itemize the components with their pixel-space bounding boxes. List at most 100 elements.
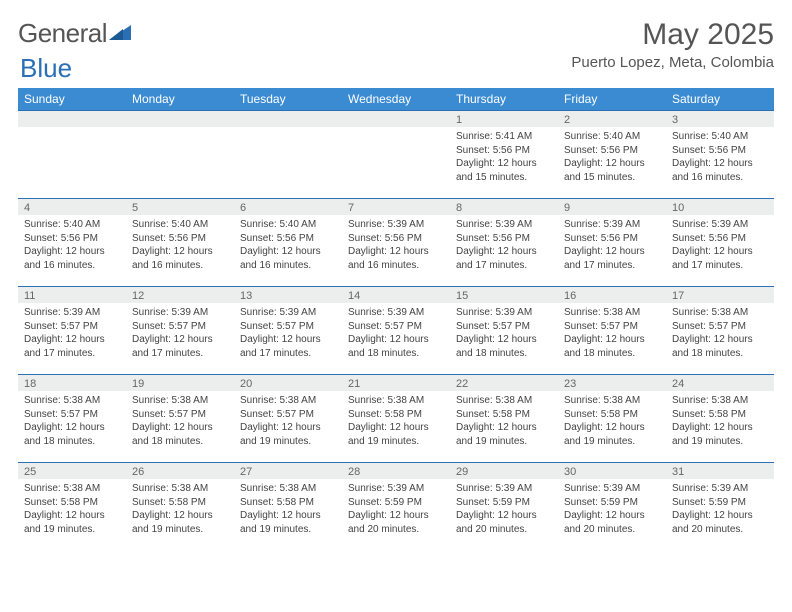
day-details: Sunrise: 5:38 AMSunset: 5:57 PMDaylight:… [18, 391, 126, 452]
day-number: 24 [666, 375, 774, 391]
calendar-cell: 4Sunrise: 5:40 AMSunset: 5:56 PMDaylight… [18, 199, 126, 287]
sunset-text: Sunset: 5:56 PM [456, 232, 552, 246]
sunset-text: Sunset: 5:58 PM [348, 408, 444, 422]
day-details: Sunrise: 5:38 AMSunset: 5:57 PMDaylight:… [234, 391, 342, 452]
sunset-text: Sunset: 5:58 PM [240, 496, 336, 510]
sunrise-text: Sunrise: 5:38 AM [456, 394, 552, 408]
day-details: Sunrise: 5:41 AMSunset: 5:56 PMDaylight:… [450, 127, 558, 188]
sunrise-text: Sunrise: 5:38 AM [24, 482, 120, 496]
sunset-text: Sunset: 5:58 PM [672, 408, 768, 422]
sunrise-text: Sunrise: 5:38 AM [672, 394, 768, 408]
sunrise-text: Sunrise: 5:38 AM [240, 482, 336, 496]
sunrise-text: Sunrise: 5:39 AM [564, 482, 660, 496]
calendar-cell: 24Sunrise: 5:38 AMSunset: 5:58 PMDayligh… [666, 375, 774, 463]
sunset-text: Sunset: 5:57 PM [348, 320, 444, 334]
weekday-header: Saturday [666, 88, 774, 111]
day-number: 28 [342, 463, 450, 479]
sunset-text: Sunset: 5:56 PM [240, 232, 336, 246]
day-number: 3 [666, 111, 774, 127]
daylight-text: Daylight: 12 hours and 16 minutes. [24, 245, 120, 272]
calendar-table: Sunday Monday Tuesday Wednesday Thursday… [18, 88, 774, 551]
day-details: Sunrise: 5:38 AMSunset: 5:58 PMDaylight:… [126, 479, 234, 540]
sunset-text: Sunset: 5:58 PM [132, 496, 228, 510]
sunrise-text: Sunrise: 5:39 AM [456, 482, 552, 496]
day-number: 11 [18, 287, 126, 303]
sunset-text: Sunset: 5:59 PM [564, 496, 660, 510]
daylight-text: Daylight: 12 hours and 20 minutes. [564, 509, 660, 536]
sunset-text: Sunset: 5:59 PM [348, 496, 444, 510]
calendar-cell: 10Sunrise: 5:39 AMSunset: 5:56 PMDayligh… [666, 199, 774, 287]
daylight-text: Daylight: 12 hours and 18 minutes. [564, 333, 660, 360]
day-number: 6 [234, 199, 342, 215]
calendar-cell: 7Sunrise: 5:39 AMSunset: 5:56 PMDaylight… [342, 199, 450, 287]
daylight-text: Daylight: 12 hours and 18 minutes. [24, 421, 120, 448]
day-details: Sunrise: 5:38 AMSunset: 5:58 PMDaylight:… [558, 391, 666, 452]
sunset-text: Sunset: 5:57 PM [132, 408, 228, 422]
sunset-text: Sunset: 5:56 PM [672, 232, 768, 246]
calendar-cell: 2Sunrise: 5:40 AMSunset: 5:56 PMDaylight… [558, 111, 666, 199]
day-number: 4 [18, 199, 126, 215]
calendar-cell: 11Sunrise: 5:39 AMSunset: 5:57 PMDayligh… [18, 287, 126, 375]
weekday-header: Wednesday [342, 88, 450, 111]
day-number: 13 [234, 287, 342, 303]
day-number: 30 [558, 463, 666, 479]
day-details: Sunrise: 5:40 AMSunset: 5:56 PMDaylight:… [18, 215, 126, 276]
sunset-text: Sunset: 5:56 PM [564, 144, 660, 158]
daylight-text: Daylight: 12 hours and 16 minutes. [672, 157, 768, 184]
day-details: Sunrise: 5:38 AMSunset: 5:58 PMDaylight:… [18, 479, 126, 540]
calendar-cell: 21Sunrise: 5:38 AMSunset: 5:58 PMDayligh… [342, 375, 450, 463]
calendar-cell: 31Sunrise: 5:39 AMSunset: 5:59 PMDayligh… [666, 463, 774, 551]
day-details: Sunrise: 5:38 AMSunset: 5:57 PMDaylight:… [126, 391, 234, 452]
sunrise-text: Sunrise: 5:38 AM [672, 306, 768, 320]
day-details: Sunrise: 5:39 AMSunset: 5:57 PMDaylight:… [450, 303, 558, 364]
day-details: Sunrise: 5:38 AMSunset: 5:57 PMDaylight:… [666, 303, 774, 364]
day-number: 1 [450, 111, 558, 127]
sunset-text: Sunset: 5:57 PM [672, 320, 768, 334]
day-details: Sunrise: 5:40 AMSunset: 5:56 PMDaylight:… [558, 127, 666, 188]
sunset-text: Sunset: 5:57 PM [24, 408, 120, 422]
sunset-text: Sunset: 5:56 PM [24, 232, 120, 246]
daylight-text: Daylight: 12 hours and 15 minutes. [456, 157, 552, 184]
calendar-body: 1Sunrise: 5:41 AMSunset: 5:56 PMDaylight… [18, 111, 774, 551]
sunrise-text: Sunrise: 5:39 AM [456, 306, 552, 320]
calendar-week-row: 11Sunrise: 5:39 AMSunset: 5:57 PMDayligh… [18, 287, 774, 375]
daylight-text: Daylight: 12 hours and 19 minutes. [564, 421, 660, 448]
calendar-cell: 17Sunrise: 5:38 AMSunset: 5:57 PMDayligh… [666, 287, 774, 375]
day-number: 21 [342, 375, 450, 391]
daylight-text: Daylight: 12 hours and 19 minutes. [456, 421, 552, 448]
sunrise-text: Sunrise: 5:39 AM [24, 306, 120, 320]
daylight-text: Daylight: 12 hours and 17 minutes. [132, 333, 228, 360]
sunrise-text: Sunrise: 5:39 AM [348, 306, 444, 320]
brand-logo: General [18, 18, 131, 49]
calendar-cell: 30Sunrise: 5:39 AMSunset: 5:59 PMDayligh… [558, 463, 666, 551]
day-number: 9 [558, 199, 666, 215]
day-number: 25 [18, 463, 126, 479]
daylight-text: Daylight: 12 hours and 19 minutes. [348, 421, 444, 448]
calendar-cell: 28Sunrise: 5:39 AMSunset: 5:59 PMDayligh… [342, 463, 450, 551]
day-details: Sunrise: 5:40 AMSunset: 5:56 PMDaylight:… [126, 215, 234, 276]
sunset-text: Sunset: 5:57 PM [132, 320, 228, 334]
day-number: 27 [234, 463, 342, 479]
sunset-text: Sunset: 5:57 PM [240, 408, 336, 422]
calendar-cell: 26Sunrise: 5:38 AMSunset: 5:58 PMDayligh… [126, 463, 234, 551]
day-details: Sunrise: 5:39 AMSunset: 5:59 PMDaylight:… [558, 479, 666, 540]
sunset-text: Sunset: 5:59 PM [672, 496, 768, 510]
daylight-text: Daylight: 12 hours and 15 minutes. [564, 157, 660, 184]
sunrise-text: Sunrise: 5:38 AM [132, 482, 228, 496]
sunrise-text: Sunrise: 5:38 AM [24, 394, 120, 408]
daylight-text: Daylight: 12 hours and 19 minutes. [240, 509, 336, 536]
day-details: Sunrise: 5:39 AMSunset: 5:56 PMDaylight:… [342, 215, 450, 276]
day-details: Sunrise: 5:39 AMSunset: 5:56 PMDaylight:… [558, 215, 666, 276]
daylight-text: Daylight: 12 hours and 19 minutes. [240, 421, 336, 448]
day-number: 2 [558, 111, 666, 127]
day-details: Sunrise: 5:39 AMSunset: 5:57 PMDaylight:… [342, 303, 450, 364]
sunrise-text: Sunrise: 5:40 AM [564, 130, 660, 144]
daylight-text: Daylight: 12 hours and 20 minutes. [456, 509, 552, 536]
sunset-text: Sunset: 5:58 PM [564, 408, 660, 422]
weekday-header-row: Sunday Monday Tuesday Wednesday Thursday… [18, 88, 774, 111]
day-number: 10 [666, 199, 774, 215]
day-details: Sunrise: 5:39 AMSunset: 5:57 PMDaylight:… [234, 303, 342, 364]
month-title: May 2025 [571, 18, 774, 52]
daylight-text: Daylight: 12 hours and 17 minutes. [456, 245, 552, 272]
day-number: 29 [450, 463, 558, 479]
